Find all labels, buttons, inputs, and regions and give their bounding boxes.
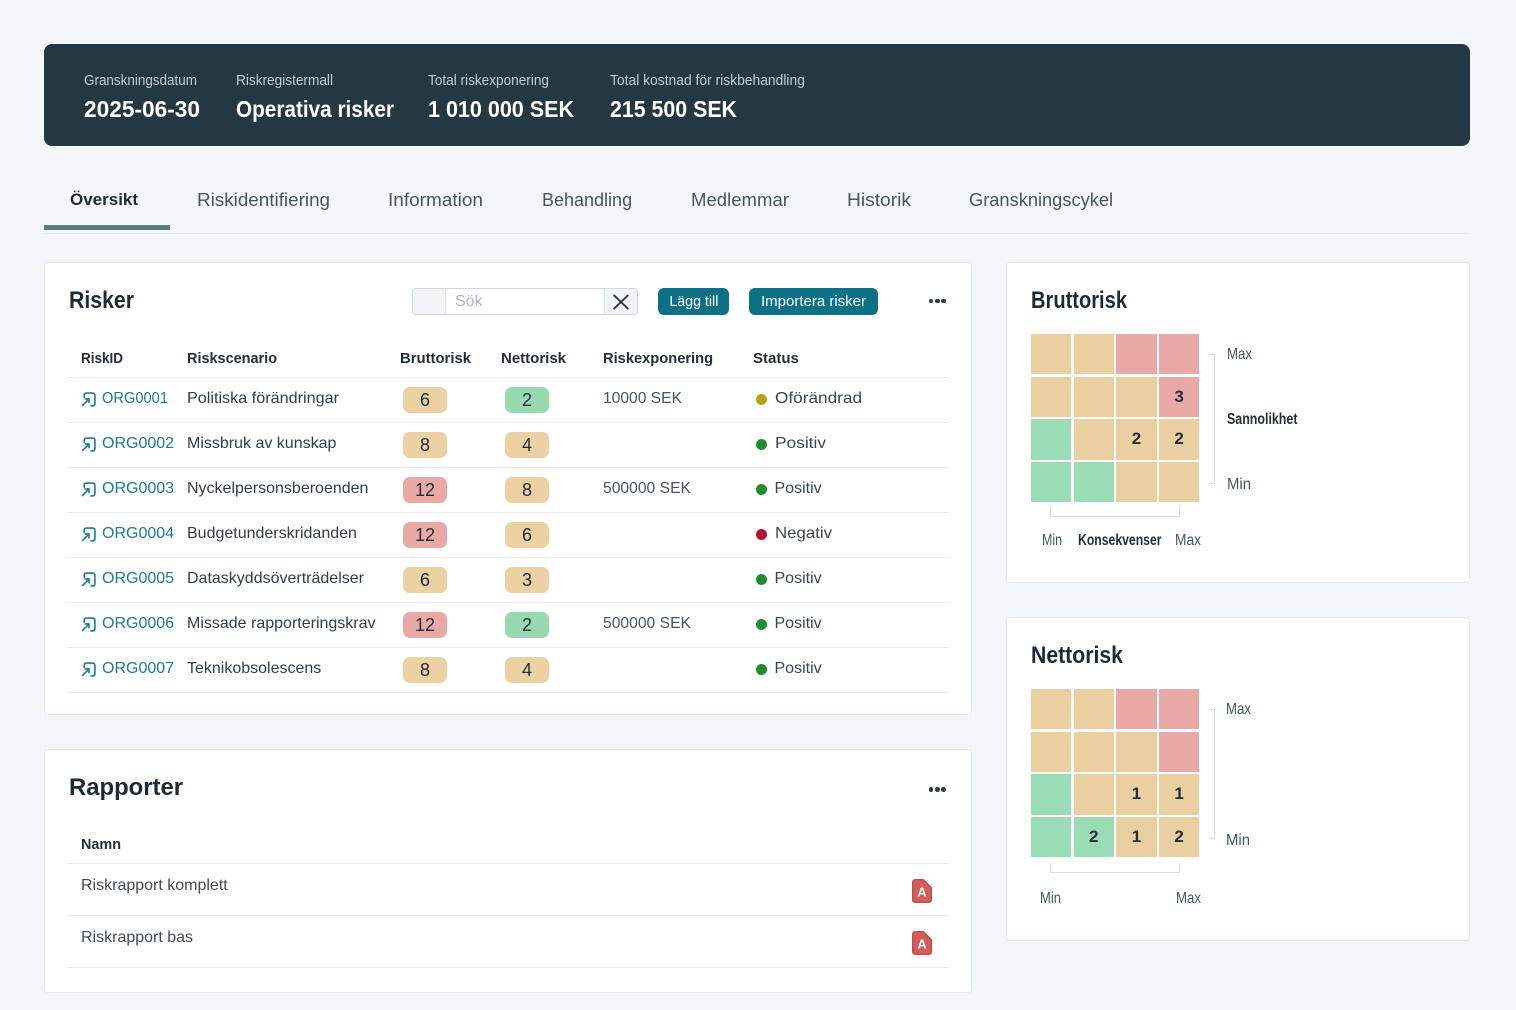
svg-text:A: A <box>917 937 926 951</box>
svg-text:A: A <box>917 885 926 899</box>
